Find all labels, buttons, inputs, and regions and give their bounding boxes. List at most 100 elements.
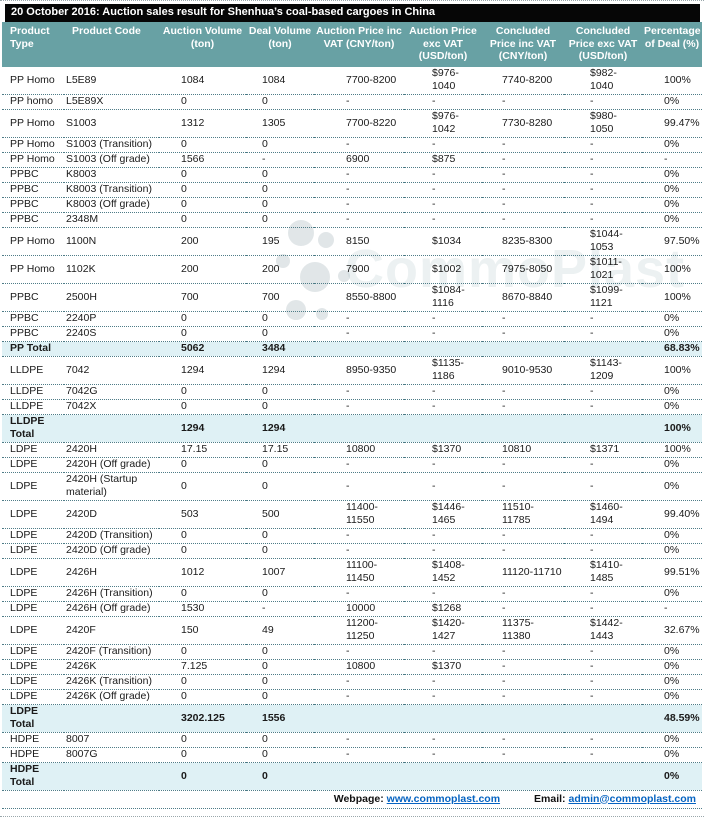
cell-deal_volume: 195 (246, 227, 314, 256)
cell-auction_volume: 0 (159, 212, 246, 228)
cell-product_type: LLDPE (2, 384, 64, 400)
cell-auction_price_exc_vat: - (404, 457, 482, 473)
cell-auction_price_inc_vat: - (314, 747, 404, 763)
webpage-link[interactable]: www.commoplast.com (386, 792, 501, 805)
cell-auction_volume: 1566 (159, 152, 246, 168)
column-header-product_code: Product Code (64, 22, 159, 67)
cell-deal_volume: - (246, 152, 314, 168)
cell-auction_volume: 0 (159, 528, 246, 544)
cell-concluded_price_inc_vat: 9010-9530 (482, 356, 564, 385)
cell-percentage_of_deal: 0% (642, 472, 702, 501)
table-row: LLDPE 7042G 0 0- - - -0% (2, 384, 702, 400)
table-row: LDPE 2426H (Transition) 0 0- - - -0% (2, 586, 702, 602)
cell-concluded_price_exc_vat: $1143-1209 (564, 356, 642, 385)
cell-auction_price_inc_vat: - (314, 732, 404, 748)
cell-product_type: PPBC (2, 326, 64, 342)
cell-auction_price_exc_vat: - (404, 732, 482, 748)
cell-product_type: PPBC (2, 212, 64, 228)
cell-product_type: LDPE (2, 659, 64, 675)
cell-product_type: LDPE (2, 644, 64, 660)
cell-auction_price_exc_vat: - (404, 586, 482, 602)
table-row: LDPE 2420D 503 500 11400-11550 $1446-1465 1151… (2, 500, 702, 529)
cell-product_type: PPBC (2, 197, 64, 213)
cell-auction_price_inc_vat: 7700-8200 (314, 66, 404, 95)
cell-concluded_price_exc_vat: - (564, 674, 642, 690)
footer: Webpage: www.commoplast.com Email: admin… (2, 791, 702, 809)
cell-product_code: 2240P (64, 311, 159, 327)
cell-percentage_of_deal: 99.51% (642, 558, 702, 587)
column-header-percentage_of_deal: Percentage of Deal (%) (642, 22, 702, 67)
cell-auction_price_inc_vat (314, 341, 404, 357)
cell-product_code: 2426K (Transition) (64, 674, 159, 690)
cell-percentage_of_deal: 99.40% (642, 500, 702, 529)
cell-product_type: PPBC (2, 167, 64, 183)
cell-percentage_of_deal: 0% (642, 674, 702, 690)
cell-auction_price_inc_vat: 8150 (314, 227, 404, 256)
cell-percentage_of_deal: 0% (642, 586, 702, 602)
cell-product_code (64, 762, 159, 791)
cell-percentage_of_deal: 0% (642, 543, 702, 559)
cell-auction_price_exc_vat: - (404, 528, 482, 544)
cell-product_type: HDPE (2, 747, 64, 763)
total-row: LLDPE Total 1294 1294 100% (2, 414, 702, 443)
cell-percentage_of_deal: 100% (642, 356, 702, 385)
cell-auction_price_inc_vat: - (314, 137, 404, 153)
cell-product_type: LDPE (2, 689, 64, 705)
cell-product_code: 2240S (64, 326, 159, 342)
cell-percentage_of_deal: 100% (642, 442, 702, 458)
table-row: LDPE 2426K (Transition) 0 0- - - -0% (2, 674, 702, 690)
cell-deal_volume: 0 (246, 586, 314, 602)
table-row: PP homo L5E89X 0 0- - - -0% (2, 94, 702, 110)
cell-concluded_price_exc_vat: $1371 (564, 442, 642, 458)
cell-concluded_price_inc_vat: - (482, 644, 564, 660)
cell-deal_volume: 1294 (246, 356, 314, 385)
cell-deal_volume: 0 (246, 543, 314, 559)
cell-concluded_price_inc_vat: - (482, 528, 564, 544)
column-header-auction_price_exc_vat: Auction Price exc VAT (USD/ton) (404, 22, 482, 67)
cell-product_code: S1003 (64, 109, 159, 138)
cell-deal_volume: 0 (246, 747, 314, 763)
cell-product_type: PP Homo (2, 66, 64, 95)
cell-auction_price_inc_vat: 11100-11450 (314, 558, 404, 587)
email-link[interactable]: admin@commoplast.com (568, 792, 696, 805)
table-row: PPBC 2348M 0 0- - - -0% (2, 212, 702, 228)
cell-auction_volume: 503 (159, 500, 246, 529)
cell-percentage_of_deal: 0% (642, 732, 702, 748)
cell-auction_price_exc_vat: $1370 (404, 442, 482, 458)
table-row: PPBC 2240P 0 0- - - -0% (2, 311, 702, 327)
cell-concluded_price_inc_vat: - (482, 167, 564, 183)
cell-auction_price_exc_vat: $1420-1427 (404, 616, 482, 645)
cell-percentage_of_deal: - (642, 601, 702, 617)
table-row: PP Homo S1003 (Transition) 0 0- - - -0% (2, 137, 702, 153)
cell-product_type: PP homo (2, 94, 64, 110)
cell-concluded_price_inc_vat: - (482, 326, 564, 342)
cell-concluded_price_exc_vat: - (564, 137, 642, 153)
cell-product_type: LDPE (2, 457, 64, 473)
cell-deal_volume: 49 (246, 616, 314, 645)
top-divider (0, 0, 704, 1)
cell-concluded_price_exc_vat: $1011-1021 (564, 255, 642, 284)
cell-percentage_of_deal: 0% (642, 182, 702, 198)
cell-concluded_price_inc_vat: - (482, 689, 564, 705)
cell-concluded_price_exc_vat: - (564, 212, 642, 228)
cell-auction_price_exc_vat (404, 762, 482, 791)
cell-deal_volume: 0 (246, 167, 314, 183)
cell-concluded_price_inc_vat: - (482, 94, 564, 110)
cell-deal_volume: 0 (246, 762, 314, 791)
cell-concluded_price_exc_vat (564, 704, 642, 733)
cell-auction_price_exc_vat: - (404, 543, 482, 559)
table-row: LDPE 2426K 7.125 0 10800 $1370- -0% (2, 659, 702, 675)
cell-auction_price_exc_vat: - (404, 94, 482, 110)
cell-auction_price_inc_vat: - (314, 212, 404, 228)
cell-concluded_price_inc_vat (482, 762, 564, 791)
cell-deal_volume: 0 (246, 659, 314, 675)
cell-auction_volume: 0 (159, 472, 246, 501)
cell-auction_price_exc_vat: - (404, 689, 482, 705)
cell-auction_volume: 0 (159, 732, 246, 748)
cell-product_code: K8003 (Off grade) (64, 197, 159, 213)
column-header-concluded_price_exc_vat: Concluded Price exc VAT (USD/ton) (564, 22, 642, 67)
cell-product_code: S1003 (Off grade) (64, 152, 159, 168)
cell-concluded_price_exc_vat: - (564, 399, 642, 415)
total-row: LDPE Total 3202.125 1556 48.59% (2, 704, 702, 733)
cell-percentage_of_deal: 32.67% (642, 616, 702, 645)
